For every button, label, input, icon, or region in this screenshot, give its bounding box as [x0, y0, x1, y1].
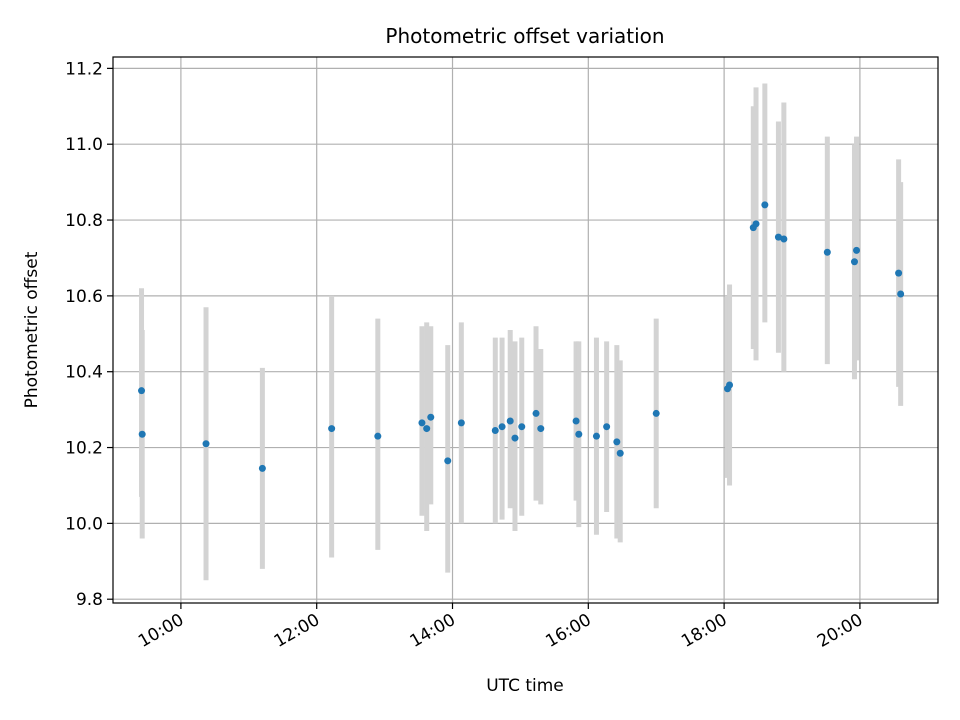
data-point	[457, 419, 465, 427]
data-point	[491, 426, 499, 434]
data-point	[258, 464, 266, 472]
data-point	[138, 387, 146, 395]
data-point	[511, 434, 519, 442]
data-point	[423, 425, 431, 433]
data-point	[374, 432, 382, 440]
data-point	[853, 246, 861, 254]
data-point	[780, 235, 788, 243]
data-point	[138, 430, 146, 438]
y-tick-label: 10.6	[65, 287, 103, 307]
data-point	[444, 457, 452, 465]
plot-frame	[112, 56, 939, 604]
y-tick-label: 10.4	[65, 363, 103, 383]
data-point	[761, 201, 769, 209]
y-tick-label: 11.0	[65, 135, 103, 155]
data-point	[506, 417, 514, 425]
data-point	[603, 423, 611, 431]
data-point	[652, 409, 660, 417]
data-point	[518, 423, 526, 431]
grid	[113, 57, 938, 603]
data-point	[895, 269, 903, 277]
y-tick-label: 10.8	[65, 211, 103, 231]
data-point	[726, 381, 734, 389]
data-point	[537, 425, 545, 433]
x-axis-label: UTC time	[486, 676, 564, 696]
chart-title: Photometric offset variation	[385, 24, 664, 48]
data-point	[592, 432, 600, 440]
data-point	[897, 290, 905, 298]
data-point	[532, 409, 540, 417]
data-point	[418, 419, 426, 427]
data-point	[328, 425, 336, 433]
data-point	[575, 430, 583, 438]
y-axis-label: Photometric offset	[22, 251, 42, 408]
y-tick-label: 10.0	[65, 514, 103, 534]
data-point	[572, 417, 580, 425]
data-point	[752, 220, 760, 228]
data-point	[498, 423, 506, 431]
data-point	[823, 248, 831, 256]
y-axis: 9.8 10.0 10.2 10.4 10.6 10.8 11.0 11.2	[65, 59, 113, 610]
data-point	[427, 413, 435, 421]
y-tick-label: 9.8	[76, 590, 103, 610]
y-tick-label: 11.2	[65, 59, 103, 79]
data-point	[850, 258, 858, 266]
data-point	[202, 440, 210, 448]
data-points	[138, 201, 905, 472]
data-point	[616, 449, 624, 457]
data-point	[613, 438, 621, 446]
y-tick-label: 10.2	[65, 439, 103, 459]
data-point	[774, 233, 782, 241]
